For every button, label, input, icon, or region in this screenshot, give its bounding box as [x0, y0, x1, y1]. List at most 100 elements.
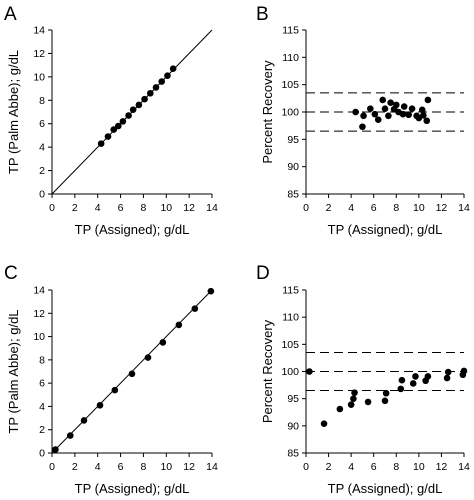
x-axis-label: TP (Assigned); g/dL: [75, 222, 190, 237]
data-point: [104, 133, 112, 140]
data-point: [158, 78, 166, 85]
data-point: [111, 386, 119, 394]
data-point: [350, 395, 357, 402]
data-point: [164, 72, 171, 79]
x-tick-label: 10: [160, 202, 172, 214]
y-tick-label: 110: [282, 312, 299, 324]
data-point: [397, 385, 405, 393]
data-point: [96, 401, 104, 409]
x-tick-label: 2: [72, 461, 78, 473]
data-point: [306, 368, 313, 375]
data-point: [135, 101, 143, 109]
data-point: [460, 367, 468, 375]
y-tick-label: 2: [39, 165, 45, 177]
y-tick-label: 0: [39, 189, 45, 201]
panel-d: D 85 90 95 100 105 110 115 0 2 4 6 8 10 12 14 TP (Assign…: [256, 263, 470, 496]
x-tick-label: 0: [303, 202, 309, 214]
data-point: [359, 123, 366, 131]
y-tick-label: 10: [33, 71, 45, 83]
data-point: [128, 370, 136, 378]
x-tick-label: 6: [371, 461, 377, 473]
data-point: [381, 105, 389, 113]
y-tick-label: 85: [287, 448, 299, 460]
y-tick-label: 105: [281, 79, 299, 91]
x-tick-label: 12: [183, 461, 195, 473]
data-point: [381, 397, 389, 405]
panel-c: C 0 2 4 6 8 10 12 14 0 2 4 6 8 10 12 14 TP (Assigned); g/…: [4, 263, 218, 496]
data-point: [336, 405, 344, 413]
data-point: [443, 374, 451, 382]
data-point: [420, 111, 427, 119]
data-point: [409, 380, 417, 387]
y-tick-label: 85: [287, 189, 299, 201]
data-point: [444, 368, 452, 376]
data-point: [141, 95, 148, 103]
x-axis-label: TP (Assigned); g/dL: [328, 481, 443, 496]
data-point: [347, 401, 355, 408]
data-point: [152, 84, 160, 91]
data-point: [351, 389, 358, 396]
x-tick-label: 0: [49, 202, 55, 214]
x-tick-label: 6: [118, 461, 124, 473]
x-axis-label: TP (Assigned); g/dL: [328, 222, 443, 237]
x-tick-label: 10: [413, 461, 425, 473]
x-tick-label: 6: [118, 202, 124, 214]
y-tick-label: 14: [33, 285, 45, 297]
data-point: [110, 126, 118, 133]
x-tick-label: 10: [160, 461, 172, 473]
y-axis-label: TP (Palm Abbe); g/dL: [6, 309, 21, 433]
data-point: [387, 99, 394, 107]
data-point: [371, 110, 379, 118]
y-tick-label: 8: [39, 354, 45, 366]
data-point: [405, 111, 413, 119]
y-tick-label: 6: [39, 378, 45, 390]
x-tick-label: 12: [436, 461, 448, 473]
x-tick-label: 12: [436, 202, 448, 214]
panel-a: A 0 2 4 6 8 10 12 14 0 2 4 6 8 10 12 14 TP (Assigned); g/…: [4, 4, 218, 237]
y-tick-label: 10: [33, 331, 45, 343]
panel-letter: A: [4, 4, 17, 25]
panel-b: B 85 90 95 100 105 110 115 0 2 4 6 8 10 12 14 TP (Assign…: [256, 4, 470, 237]
data-point: [382, 389, 390, 397]
data-point: [159, 339, 167, 346]
data-point: [399, 110, 407, 118]
x-axis-label: TP (Assigned); g/dL: [75, 481, 190, 496]
panel-letter: C: [4, 263, 18, 284]
data-point: [191, 305, 199, 312]
x-tick-label: 8: [141, 202, 147, 214]
data-point: [169, 65, 177, 72]
y-tick-label: 95: [287, 393, 299, 405]
x-tick-label: 2: [326, 461, 332, 473]
y-tick-label: 115: [282, 285, 299, 297]
data-point: [207, 287, 215, 295]
y-axis-label: Percent Recovery: [260, 60, 275, 164]
x-tick-label: 4: [95, 202, 101, 214]
data-point: [423, 117, 431, 125]
y-tick-label: 100: [281, 107, 299, 119]
data-point: [385, 112, 392, 120]
data-point: [146, 89, 154, 97]
data-point: [418, 106, 426, 114]
panel-letter: B: [256, 4, 269, 25]
data-point: [364, 398, 372, 406]
data-point: [52, 446, 59, 453]
y-tick-label: 110: [282, 52, 299, 64]
y-tick-label: 2: [39, 424, 45, 436]
data-point: [125, 112, 132, 119]
x-tick-label: 14: [458, 461, 470, 473]
x-tick-label: 14: [206, 202, 218, 214]
y-tick-label: 4: [39, 401, 45, 413]
x-tick-label: 4: [95, 461, 101, 473]
x-tick-label: 8: [393, 202, 399, 214]
y-tick-label: 0: [39, 448, 45, 460]
data-point: [400, 103, 408, 110]
x-tick-label: 6: [371, 202, 377, 214]
x-tick-label: 8: [141, 461, 147, 473]
y-tick-label: 115: [282, 25, 299, 37]
y-tick-label: 4: [39, 142, 45, 154]
data-point: [367, 105, 374, 113]
y-tick-label: 95: [287, 134, 299, 146]
y-axis-label: TP (Palm Abbe); g/dL: [6, 50, 21, 174]
y-tick-label: 105: [281, 339, 299, 351]
data-point: [408, 105, 416, 113]
